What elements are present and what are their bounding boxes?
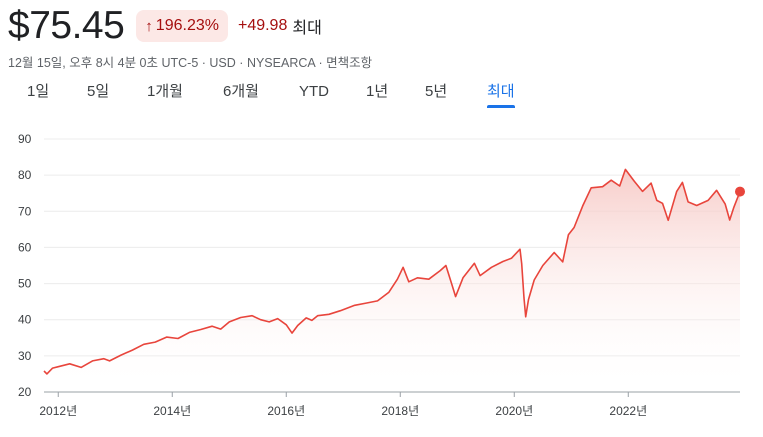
quote-exchange: NYSEARCA — [246, 56, 316, 70]
tab-1y[interactable]: 1년 — [366, 83, 389, 100]
y-tick-label: 90 — [18, 132, 32, 146]
meta-separator: · — [239, 56, 247, 70]
percent-change-badge: ↑ 196.23% — [136, 10, 228, 42]
y-tick-label: 30 — [18, 349, 32, 363]
x-tick-label: 2020년 — [495, 404, 533, 418]
tab-5y[interactable]: 5년 — [425, 83, 448, 100]
price-line — [43, 168, 741, 375]
quote-currency: USD — [209, 56, 236, 70]
y-axis-labels: 20 30 40 50 60 70 80 90 — [18, 132, 32, 399]
meta-separator: · — [201, 56, 210, 70]
x-axis: 2012년 2014년 2016년 2018년 2020년 2022년 — [39, 392, 647, 418]
tab-6m[interactable]: 6개월 — [223, 83, 259, 100]
current-price: $75.45 — [8, 4, 125, 47]
tab-max[interactable]: 최대 — [487, 80, 515, 108]
arrow-up-icon: ↑ — [145, 17, 153, 35]
y-tick-label: 60 — [18, 240, 32, 254]
tab-1m[interactable]: 1개월 — [147, 83, 183, 100]
x-tick-label: 2022년 — [609, 404, 647, 418]
tab-5d[interactable]: 5일 — [87, 83, 110, 100]
quote-meta: 12월 15일, 오후 8시 4분 0초 UTC-5 · USD · NYSEA… — [8, 52, 372, 71]
x-tick-label: 2012년 — [39, 404, 77, 418]
y-tick-label: 80 — [18, 168, 32, 182]
x-tick-label: 2018년 — [381, 404, 419, 418]
y-tick-label: 40 — [18, 313, 32, 327]
y-tick-label: 20 — [18, 385, 32, 399]
y-tick-label: 50 — [18, 277, 32, 291]
price-area-fill — [44, 169, 740, 392]
x-tick-label: 2014년 — [153, 404, 191, 418]
price-chart[interactable]: 20 30 40 50 60 70 80 90 2012년 2014년 2016년 2018년 202… — [0, 118, 763, 437]
x-tick-label: 2016년 — [267, 404, 305, 418]
tab-ytd[interactable]: YTD — [299, 83, 329, 100]
change-period-label: 최대 — [292, 20, 322, 37]
meta-separator: · — [318, 56, 327, 70]
quote-timestamp: 12월 15일, 오후 8시 4분 0초 UTC-5 — [8, 56, 199, 70]
tab-1d[interactable]: 1일 — [27, 83, 50, 100]
current-price-marker — [735, 186, 745, 197]
percent-change-value: 196.23% — [155, 17, 219, 34]
quote-header: $75.45 ↑ 196.23% +49.98 최대 — [8, 4, 322, 48]
y-tick-label: 70 — [18, 204, 32, 218]
absolute-change-value: +49.98 — [237, 17, 288, 34]
disclaimer-link[interactable]: 면책조항 — [326, 56, 373, 70]
